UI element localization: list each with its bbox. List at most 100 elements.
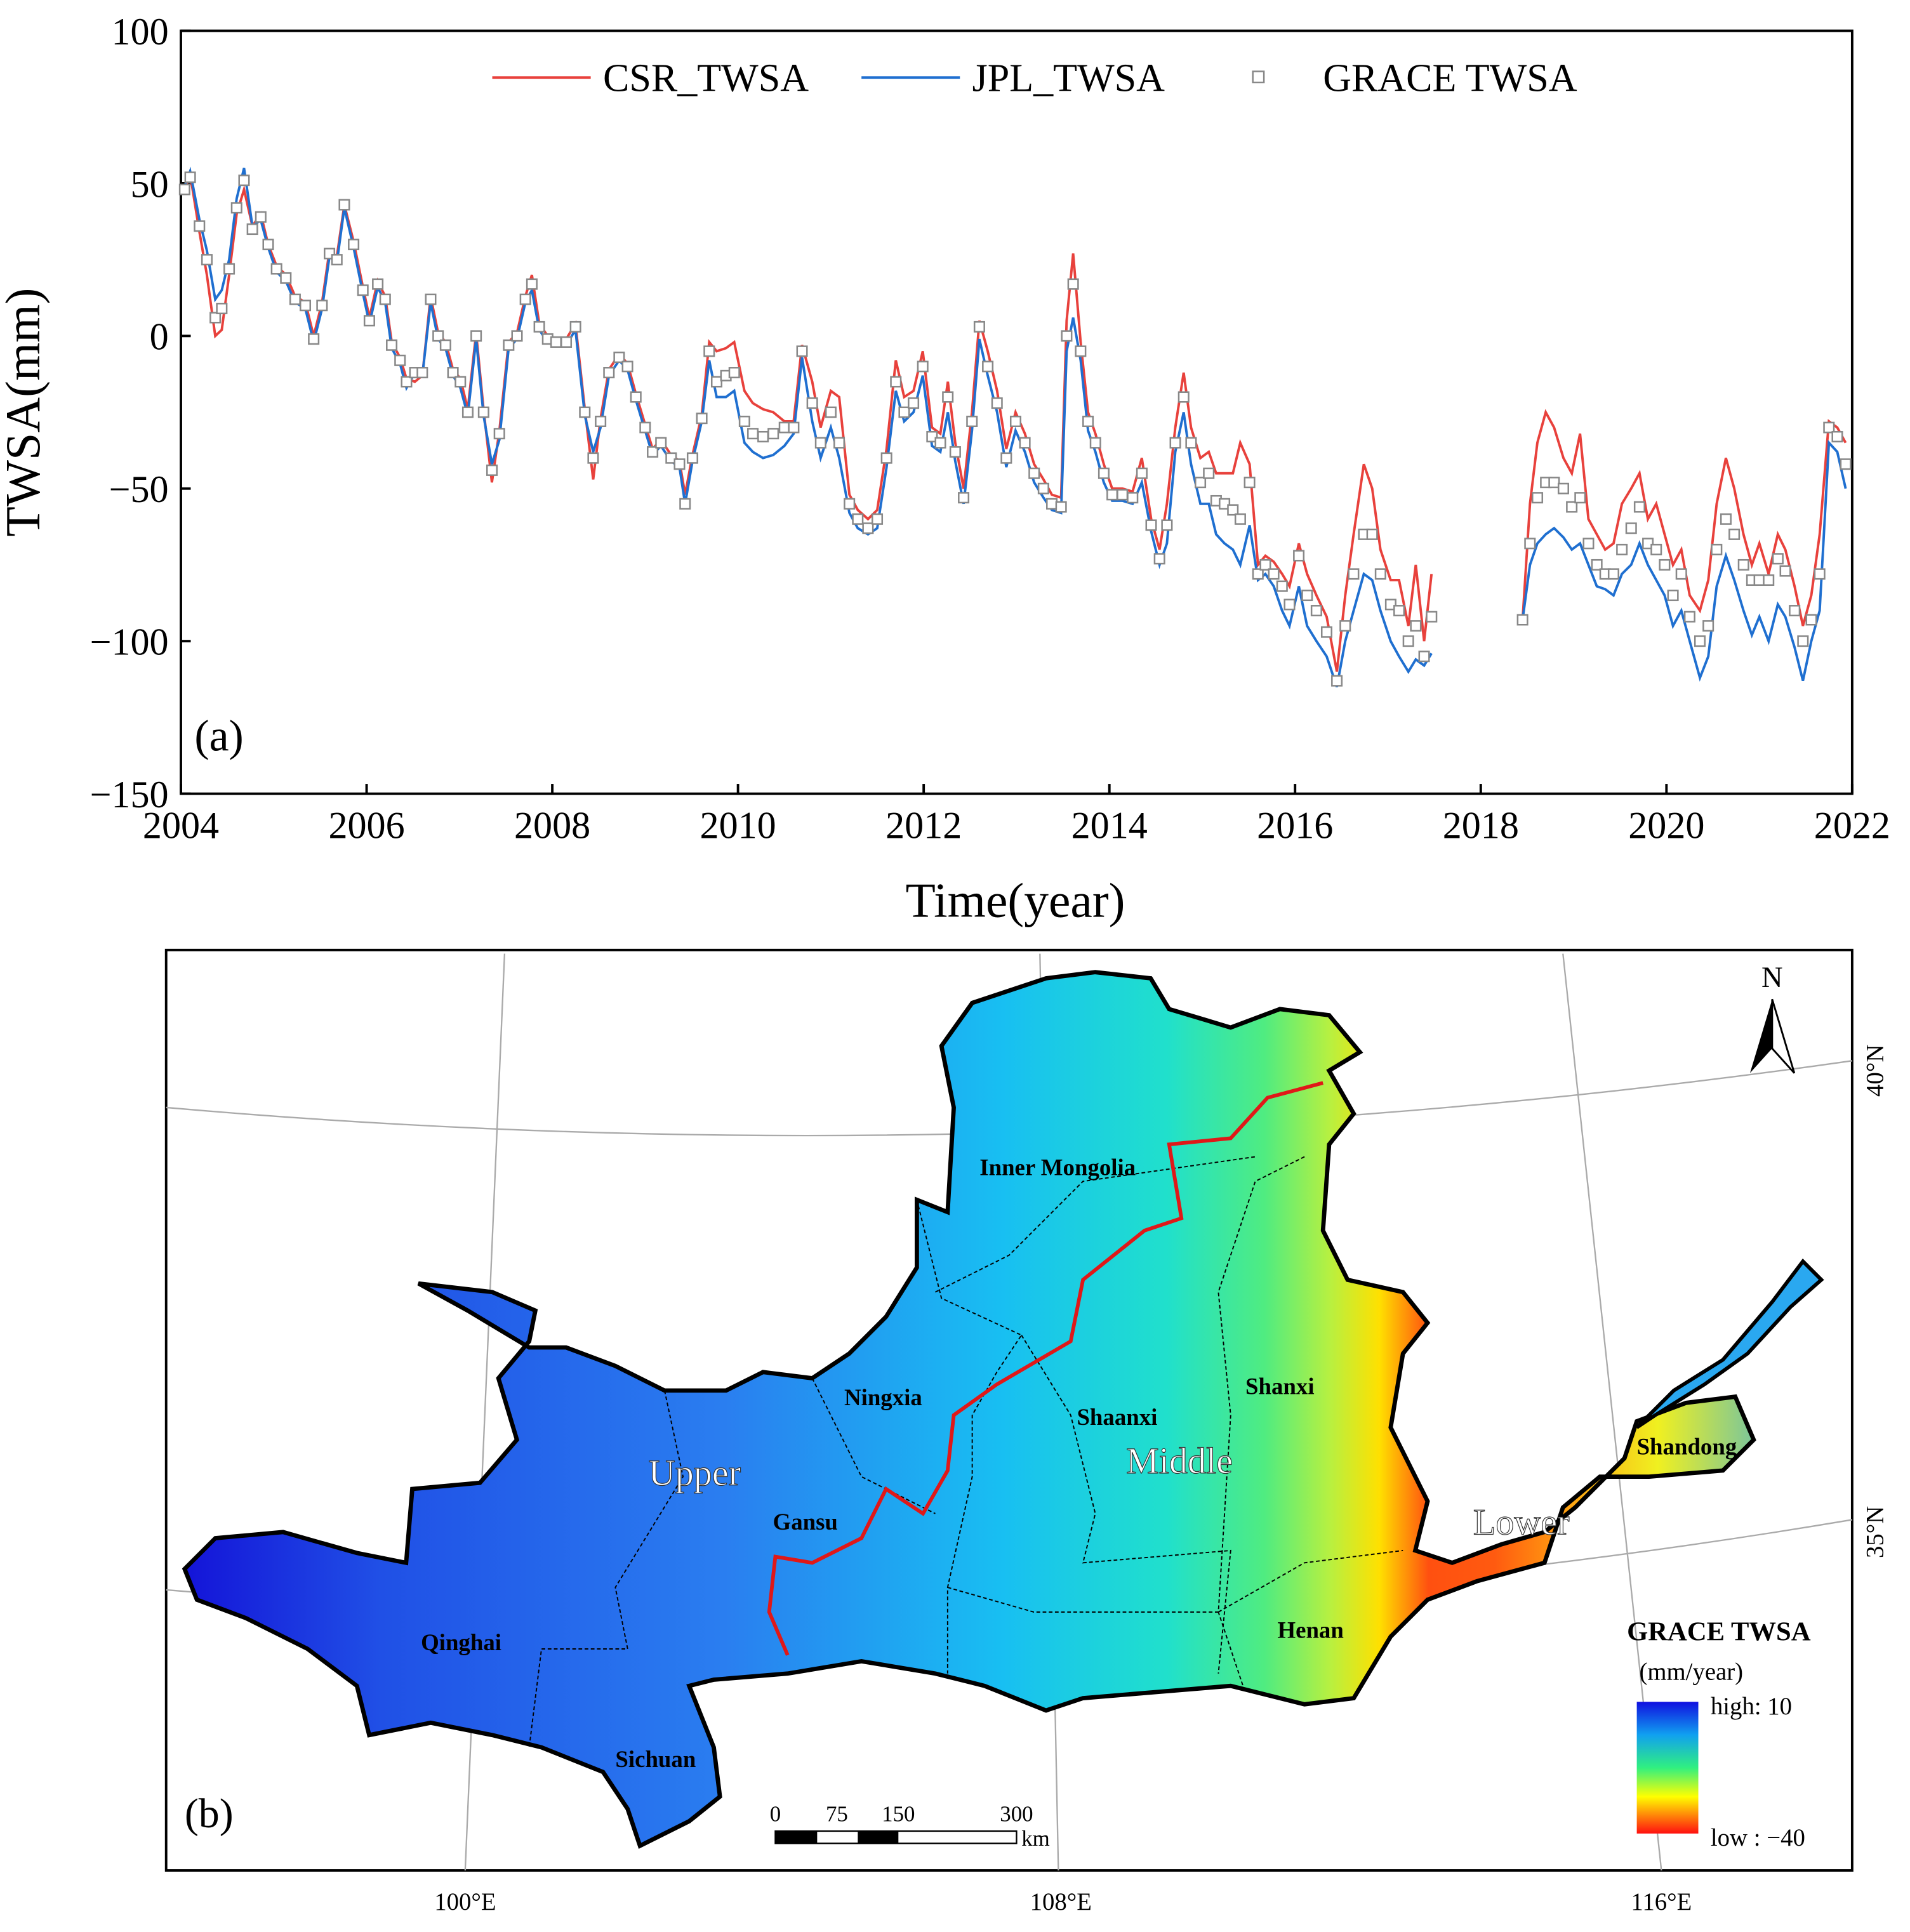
grace-point: [603, 367, 615, 379]
scale-label: 75: [826, 1801, 848, 1826]
grace-point: [454, 376, 467, 388]
grace-point: [1019, 437, 1031, 449]
grace-point: [862, 522, 874, 534]
legend-label: GRACE TWSA: [1323, 57, 1577, 100]
grace-point: [280, 272, 292, 284]
x-tick-label: 2012: [885, 804, 962, 847]
legend-label: CSR_TWSA: [603, 57, 809, 100]
grace-point: [1000, 452, 1012, 464]
grace-point: [1650, 543, 1662, 555]
grace-point: [1737, 559, 1749, 571]
grace-point: [973, 321, 985, 333]
grace-point: [958, 492, 970, 504]
grace-point: [238, 175, 250, 187]
grace-point: [1582, 538, 1595, 550]
x-tick-label: 2004: [143, 804, 219, 847]
grace-point: [1532, 492, 1544, 504]
grace-point: [394, 354, 406, 366]
x-tick-label: 2022: [1814, 804, 1890, 847]
grace-point: [1659, 559, 1671, 571]
grace-point: [416, 367, 428, 379]
grace-point: [1384, 599, 1396, 611]
grace-point: [1814, 568, 1826, 580]
grace-point: [1075, 345, 1087, 357]
grace-point: [1393, 605, 1405, 617]
grace-point: [579, 406, 591, 418]
grace-point: [696, 413, 708, 425]
grace-point: [255, 211, 267, 223]
reach-label: Middle: [1126, 1440, 1233, 1481]
grace-point: [1607, 568, 1619, 580]
grace-point: [1177, 391, 1190, 403]
grace-point: [338, 199, 350, 211]
grace-point: [1276, 580, 1288, 592]
grace-point: [1591, 559, 1603, 571]
grace-point: [1566, 501, 1578, 513]
grace-point: [1516, 614, 1529, 626]
grace-point: [533, 321, 545, 333]
grace-point: [1667, 590, 1679, 602]
grace-point: [1753, 574, 1765, 586]
grace-point: [806, 397, 818, 409]
grace-point: [966, 415, 978, 427]
grace-point: [1169, 437, 1181, 449]
grace-point: [1082, 415, 1094, 427]
region-label: Shaanxi: [1077, 1404, 1157, 1430]
longitude-label: 116°E: [1631, 1888, 1692, 1915]
grace-point: [1683, 611, 1695, 623]
grace-point: [1301, 590, 1313, 602]
grace-point: [1779, 565, 1791, 577]
grace-point: [1633, 501, 1645, 513]
grace-point: [1067, 278, 1079, 290]
grace-point: [209, 312, 222, 324]
grace-point: [917, 361, 929, 373]
grace-point: [1402, 635, 1414, 647]
grace-point: [844, 498, 856, 510]
grace-point: [890, 376, 902, 388]
grace-point: [560, 336, 573, 348]
grace-point: [1283, 599, 1296, 611]
grace-point: [788, 421, 800, 433]
legend-marker: [1252, 70, 1265, 84]
map-panel: Inner Mongolia Ningxia Shaanxi Shanxi Ga…: [164, 948, 1888, 1915]
x-tick-label: 2010: [700, 804, 776, 847]
plot: −150 −100 −50 0 50 100 2004 2006 2008 2010 2012 201…: [90, 11, 1890, 847]
plot-frame: [180, 29, 1854, 795]
grace-point: [223, 263, 235, 275]
north-arrow: N: [1749, 962, 1796, 1074]
grace-point: [379, 293, 391, 305]
panel-label: (a): [194, 712, 243, 761]
latitude-label: 40°N: [1861, 1045, 1888, 1097]
grace-point: [942, 391, 954, 403]
longitude-label: 100°E: [434, 1888, 496, 1915]
grace-point: [357, 284, 369, 296]
scale-unit: km: [1021, 1826, 1050, 1851]
grace-point: [201, 254, 213, 266]
grace-point: [1772, 553, 1784, 565]
grace-point: [898, 406, 910, 418]
grace-point: [348, 239, 360, 251]
river-mouth: [1635, 1258, 1824, 1429]
grace-point: [665, 452, 677, 464]
grace-point: [757, 430, 769, 443]
grace-point: [503, 339, 515, 351]
latitude-label: 35°N: [1861, 1506, 1888, 1558]
grace-point: [1418, 651, 1430, 663]
color-bar: [1636, 1702, 1699, 1834]
grace-point: [1055, 501, 1067, 513]
reach-label: Lower: [1473, 1502, 1570, 1543]
grace-point: [1061, 330, 1073, 342]
grace-point: [316, 300, 328, 312]
series-line: [183, 169, 1847, 672]
grace-point: [710, 376, 723, 388]
legend-low: low : −40: [1711, 1824, 1805, 1851]
grace-point: [1366, 528, 1378, 540]
region-label: Ningxia: [844, 1384, 922, 1410]
y-tick-label: 100: [111, 11, 168, 53]
grace-point: [833, 437, 846, 449]
grace-point: [262, 239, 274, 251]
grace-point: [1410, 620, 1422, 632]
grace-point: [1195, 477, 1207, 489]
grace-point: [178, 183, 190, 195]
